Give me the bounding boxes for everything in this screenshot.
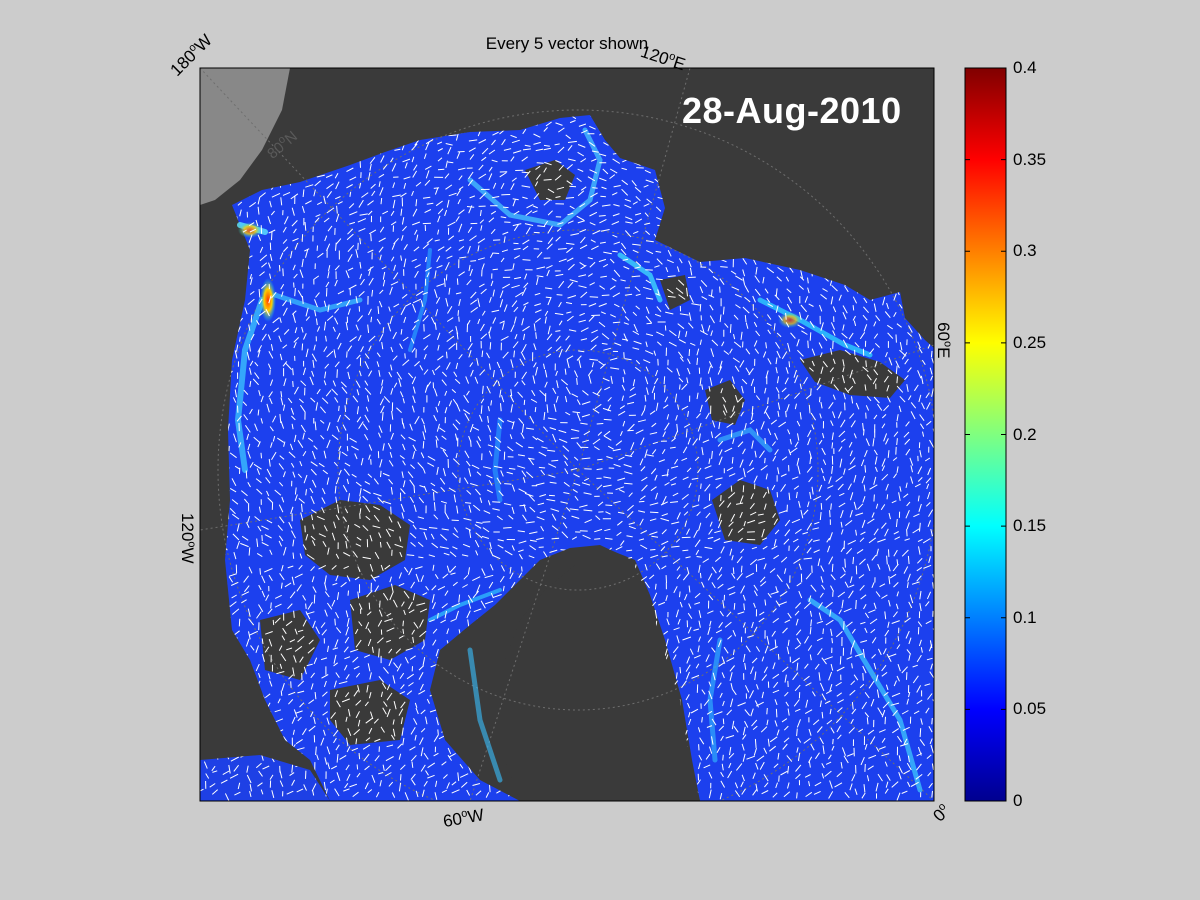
label-left: 120oW (177, 513, 198, 564)
hotspot-west (260, 278, 276, 322)
hotspot-kara (778, 312, 802, 328)
label-right: 60oE (933, 322, 954, 359)
off-map-region (200, 68, 290, 205)
land-archipelago-1 (300, 500, 410, 580)
colorbar-tick-label: 0.05 (1013, 699, 1047, 719)
colorbar-tick-label: 0.3 (1013, 241, 1037, 261)
land-archipelago-3 (260, 610, 320, 680)
date-label: 28-Aug-2010 (682, 90, 902, 131)
colorbar-tick-label: 0.25 (1013, 332, 1047, 352)
land-island-east (712, 480, 780, 545)
land-greenland (500, 550, 700, 801)
hotspot-northwest (238, 222, 262, 238)
colorbar-tick-label: 0.35 (1013, 149, 1047, 169)
colorbar (964, 67, 1007, 802)
map-frame (199, 67, 935, 802)
land-svalbard (705, 380, 745, 425)
colorbar-tick-label: 0.1 (1013, 607, 1037, 627)
colorbar-tick-label: 0.15 (1013, 516, 1047, 536)
figure-title: Every 5 vector shown (485, 34, 649, 53)
colorbar-tick-label: 0.4 (1013, 58, 1037, 77)
colorbar-tick-label: 0.2 (1013, 424, 1037, 444)
colorbar-tick-marks (965, 67, 1006, 802)
colorbar-tick-label: 0 (1013, 791, 1023, 810)
